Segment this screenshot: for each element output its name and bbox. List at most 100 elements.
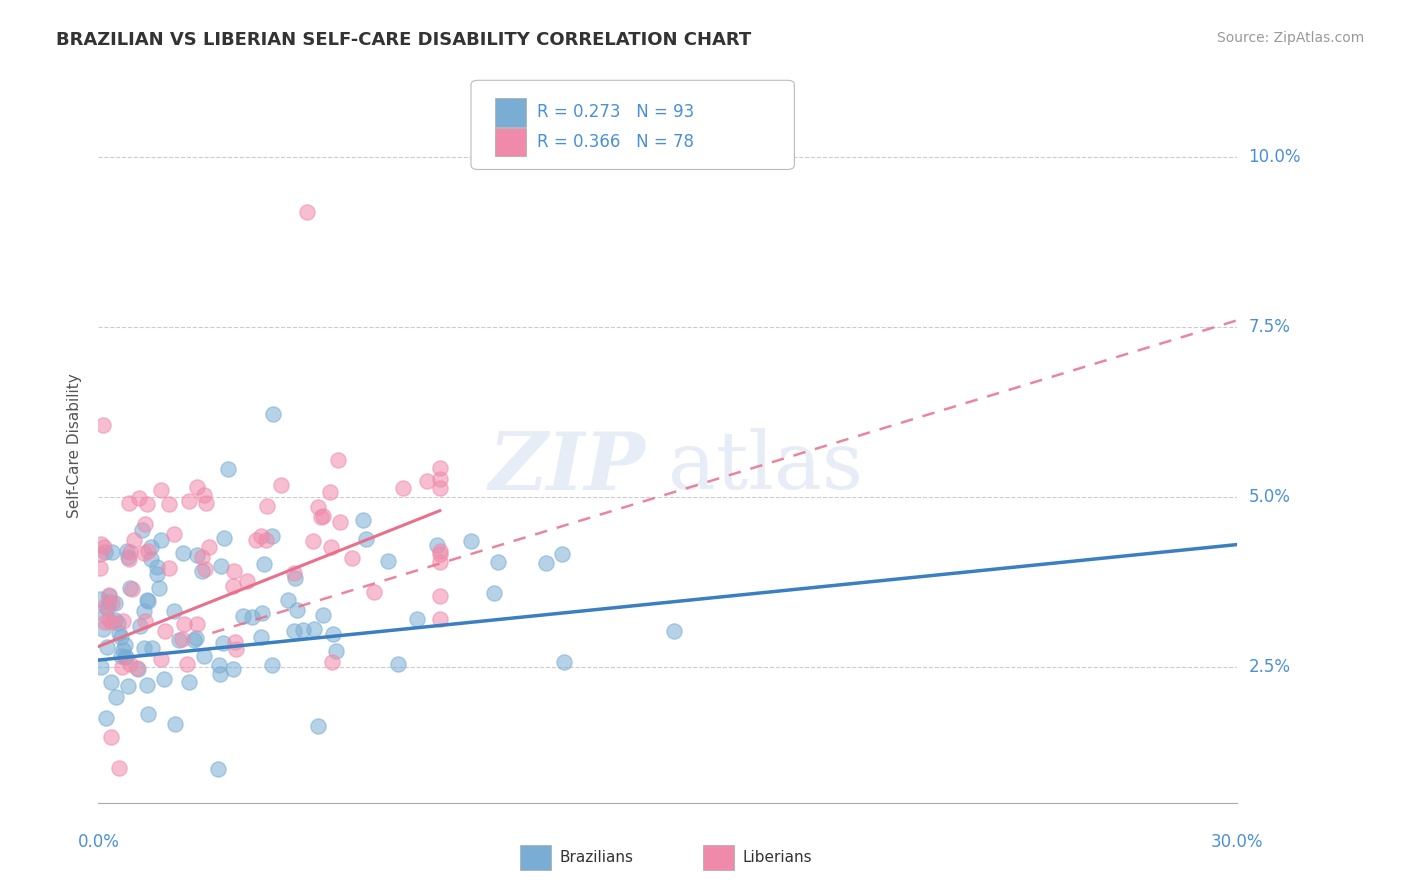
Point bbox=[96, 601, 118, 615]
Point bbox=[307, 500, 329, 514]
Point bbox=[131, 523, 153, 537]
Point bbox=[307, 718, 329, 732]
Point bbox=[183, 633, 205, 648]
Point bbox=[162, 604, 184, 618]
Point bbox=[111, 614, 134, 628]
Point bbox=[297, 204, 319, 219]
Point bbox=[135, 497, 157, 511]
Point bbox=[101, 544, 124, 558]
Text: ZIP: ZIP bbox=[488, 429, 645, 506]
Point bbox=[209, 559, 232, 574]
Point bbox=[260, 657, 283, 672]
Point bbox=[225, 641, 247, 656]
Text: atlas: atlas bbox=[668, 428, 863, 507]
Text: 30.0%: 30.0% bbox=[1211, 833, 1264, 851]
Point bbox=[104, 690, 127, 704]
Point bbox=[118, 544, 141, 558]
Point bbox=[207, 762, 229, 776]
Point bbox=[536, 556, 558, 570]
Text: 10.0%: 10.0% bbox=[1249, 148, 1301, 166]
Point bbox=[406, 612, 429, 626]
Point bbox=[186, 548, 208, 562]
Point bbox=[114, 638, 136, 652]
Point bbox=[128, 491, 150, 505]
Point bbox=[240, 609, 263, 624]
Point bbox=[104, 596, 127, 610]
Point bbox=[224, 565, 246, 579]
Point bbox=[277, 593, 299, 607]
Point bbox=[319, 484, 342, 499]
Point bbox=[150, 652, 173, 666]
Point bbox=[486, 556, 509, 570]
Point bbox=[232, 609, 254, 624]
Point bbox=[93, 607, 115, 622]
Point bbox=[96, 640, 118, 654]
Point bbox=[208, 658, 231, 673]
Point bbox=[235, 574, 257, 588]
Point bbox=[114, 650, 136, 665]
Point bbox=[120, 657, 142, 671]
Point bbox=[127, 661, 149, 675]
Point bbox=[172, 546, 194, 560]
Point bbox=[429, 481, 451, 495]
Text: 7.5%: 7.5% bbox=[1249, 318, 1291, 336]
Point bbox=[91, 623, 114, 637]
Point bbox=[139, 552, 162, 566]
Point bbox=[134, 640, 156, 655]
Point bbox=[117, 550, 139, 565]
Point bbox=[90, 660, 112, 674]
Point bbox=[136, 594, 159, 608]
Point bbox=[179, 675, 201, 690]
Point bbox=[321, 540, 343, 554]
Point bbox=[100, 615, 122, 630]
Point bbox=[98, 613, 121, 627]
Point bbox=[146, 566, 169, 581]
Point bbox=[321, 655, 343, 669]
Point bbox=[136, 544, 159, 558]
Point bbox=[141, 640, 163, 655]
Text: Source: ZipAtlas.com: Source: ZipAtlas.com bbox=[1216, 31, 1364, 45]
Point bbox=[191, 550, 214, 565]
Point bbox=[94, 615, 117, 630]
Point bbox=[322, 626, 344, 640]
Point bbox=[97, 595, 120, 609]
Point bbox=[110, 660, 132, 674]
Point bbox=[101, 596, 124, 610]
Point bbox=[283, 566, 305, 580]
Point bbox=[429, 460, 451, 475]
Point bbox=[198, 541, 221, 555]
Point bbox=[415, 474, 437, 488]
Point bbox=[94, 599, 117, 614]
Point bbox=[93, 541, 115, 555]
Point bbox=[193, 488, 215, 502]
Point bbox=[312, 608, 335, 623]
Point bbox=[224, 635, 246, 649]
Point bbox=[249, 529, 271, 543]
Point bbox=[135, 678, 157, 692]
Point bbox=[96, 711, 118, 725]
Point bbox=[194, 562, 217, 576]
Text: 5.0%: 5.0% bbox=[1249, 488, 1291, 506]
Point bbox=[194, 496, 217, 510]
Point bbox=[460, 533, 482, 548]
Point bbox=[122, 533, 145, 548]
Point bbox=[270, 478, 292, 492]
Point bbox=[184, 631, 207, 645]
Point bbox=[212, 532, 235, 546]
Point bbox=[340, 551, 363, 566]
Point bbox=[429, 555, 451, 569]
Point bbox=[134, 614, 156, 628]
Point bbox=[129, 619, 152, 633]
Point bbox=[217, 462, 239, 476]
Text: Liberians: Liberians bbox=[742, 850, 813, 864]
Point bbox=[245, 533, 267, 548]
Point bbox=[193, 648, 215, 663]
Point bbox=[354, 532, 377, 546]
Point bbox=[104, 614, 127, 628]
Text: 0.0%: 0.0% bbox=[77, 833, 120, 851]
Point bbox=[155, 624, 177, 639]
Point bbox=[363, 585, 385, 599]
Point bbox=[114, 650, 136, 665]
Point bbox=[170, 632, 193, 646]
Point bbox=[149, 533, 172, 547]
